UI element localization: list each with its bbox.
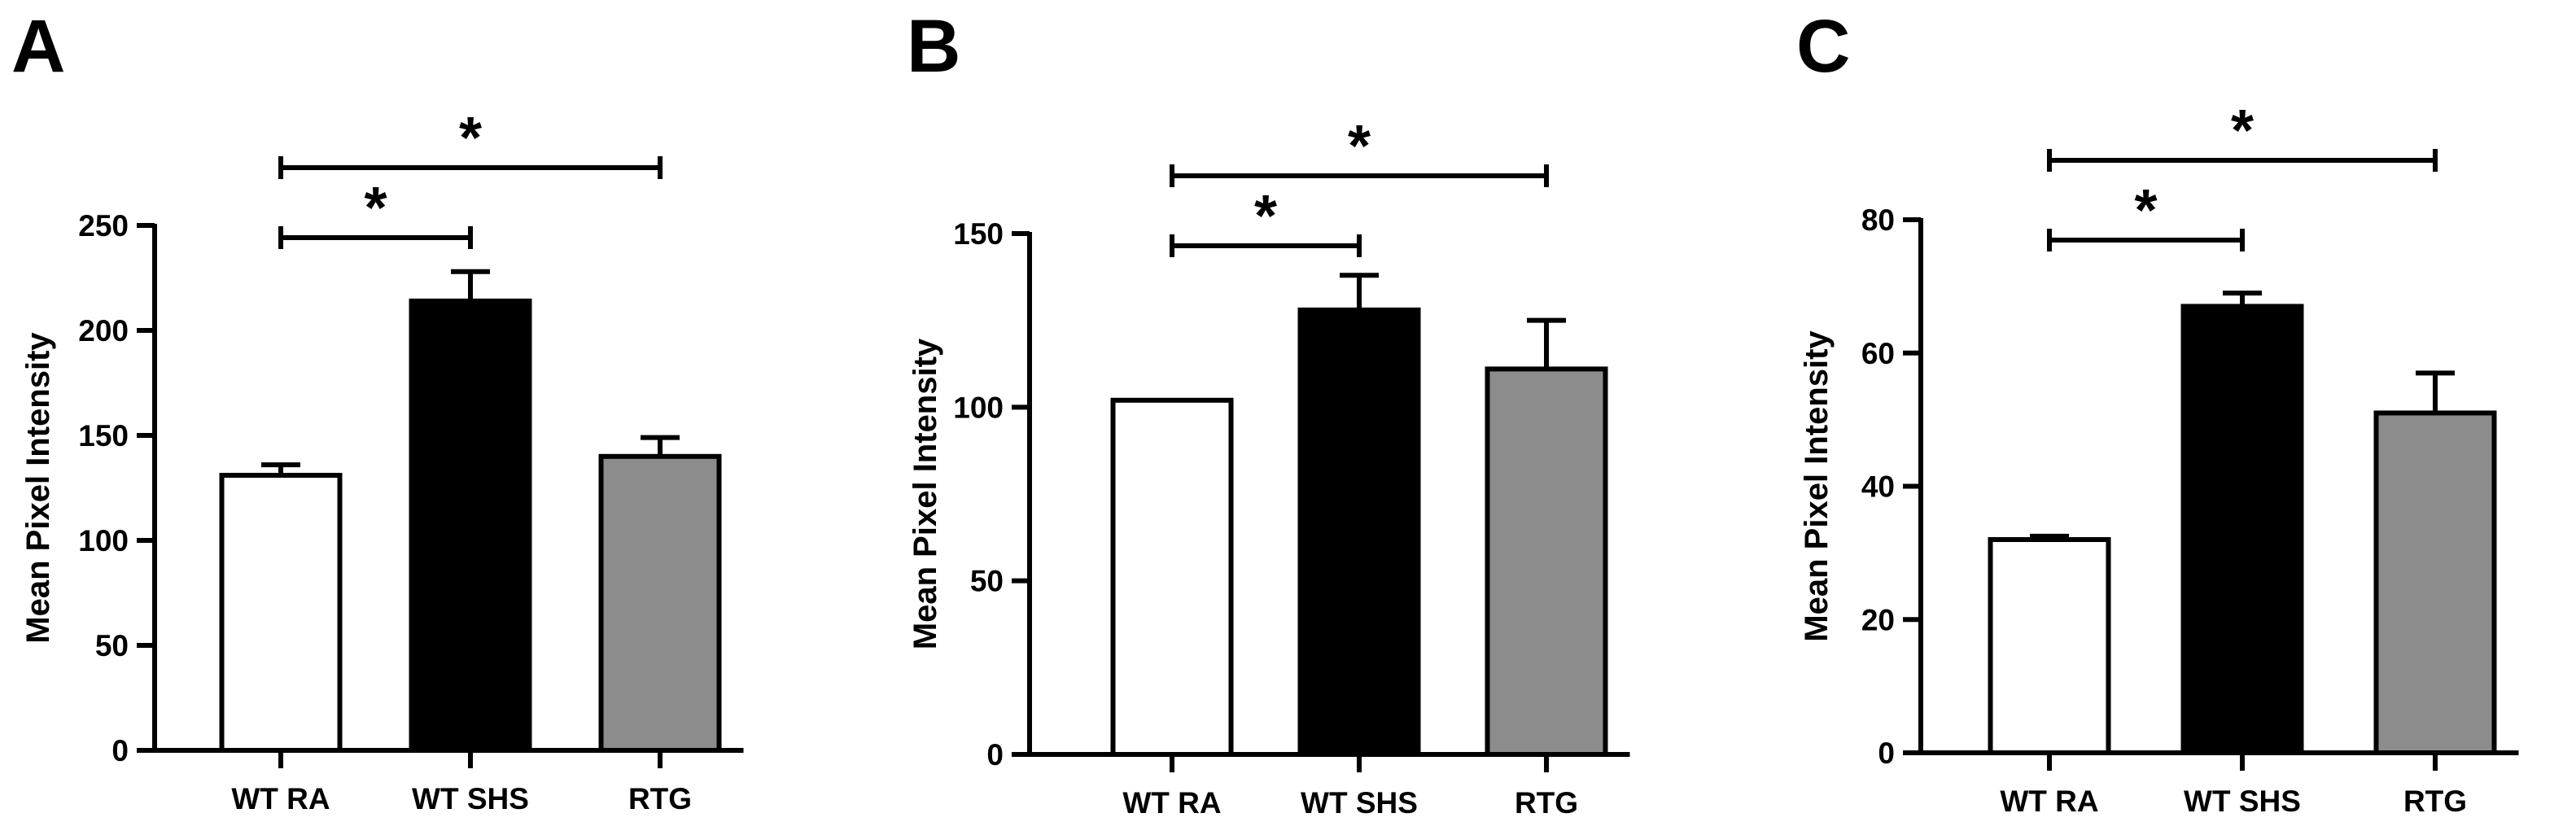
bar	[2180, 304, 2304, 755]
chart-panel-c: C Mean Pixel Intensity 0 20 40 60 80 WT RA WT SH…	[1796, 5, 2519, 818]
bar	[598, 453, 722, 753]
y-tick-label: 100	[78, 524, 129, 557]
bar	[409, 298, 532, 753]
chart-panel-b: B Mean Pixel Intensity 0 50 100 150 WT RA WT SH…	[907, 5, 1630, 820]
y-tick-label: 150	[78, 419, 129, 452]
significance-label: *	[1348, 114, 1371, 179]
y-tick-label: 0	[1878, 737, 1895, 770]
significance-label: *	[459, 106, 482, 171]
y-tick-label: 0	[986, 738, 1004, 772]
significance-label: *	[2231, 98, 2254, 164]
significance-label: *	[1254, 184, 1277, 249]
y-tick-label: 100	[953, 391, 1004, 424]
chart-panel-a: A Mean Pixel Intensity 0 50 100 150 200 250 WT R…	[11, 5, 744, 815]
x-tick-label: WT RA	[1122, 786, 1221, 820]
bar	[1110, 397, 1234, 757]
y-tick-label: 20	[1861, 603, 1895, 636]
y-tick-label: 50	[970, 565, 1004, 598]
y-tick-label: 0	[112, 734, 129, 767]
x-tick-label: RTG	[1515, 786, 1578, 820]
y-axis-label: Mean Pixel Intensity	[20, 332, 56, 644]
significance-label: *	[364, 176, 387, 241]
y-tick-label: 250	[78, 209, 129, 243]
x-tick-label: WT RA	[2000, 785, 2098, 818]
y-tick-label: 150	[953, 217, 1004, 251]
panel-letter: A	[11, 5, 65, 88]
panel-letter: B	[907, 5, 960, 88]
x-tick-label: RTG	[2403, 785, 2467, 818]
y-tick-label: 50	[95, 629, 129, 662]
y-tick-label: 200	[78, 314, 129, 348]
x-tick-label: WT RA	[231, 782, 330, 815]
x-tick-label: WT SHS	[1301, 786, 1418, 820]
bar	[219, 473, 343, 754]
y-tick-label: 80	[1861, 203, 1895, 237]
panel-letter: C	[1796, 5, 1850, 88]
significance-label: *	[2134, 178, 2157, 243]
x-tick-label: RTG	[628, 782, 692, 815]
bar	[2373, 410, 2497, 755]
y-axis-label: Mean Pixel Intensity	[1799, 330, 1835, 642]
x-tick-label: WT SHS	[2184, 785, 2301, 818]
y-axis-label: Mean Pixel Intensity	[908, 338, 943, 649]
y-tick-label: 40	[1861, 470, 1895, 504]
bar	[1485, 366, 1608, 757]
bar	[1988, 537, 2111, 755]
bar	[1297, 307, 1421, 758]
x-tick-label: WT SHS	[412, 782, 529, 815]
y-tick-label: 60	[1861, 337, 1895, 370]
